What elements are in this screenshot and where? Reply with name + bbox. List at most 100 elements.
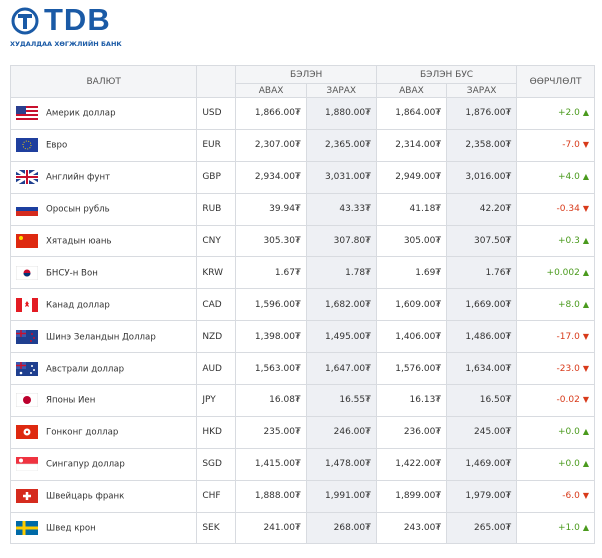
logo: TDB ХУДАЛДАА ХӨГЖЛИЙН БАНК	[10, 2, 122, 48]
change-arrow: ▼	[582, 331, 589, 341]
table-row: Шинэ Зеландын Доллар NZD 1,398.00₮ 1,495.00…	[9, 320, 595, 354]
currency-cell: Евро	[9, 128, 198, 162]
buy-rate: 235.00₮	[235, 415, 307, 449]
currency-code: CAD	[196, 288, 237, 322]
header-cash: БЭЛЭН	[235, 65, 377, 84]
change-arrow: ▲	[582, 267, 589, 277]
table-body: Америк доллар USD 1,866.00₮ 1,880.00₮ 1,864.…	[9, 97, 595, 545]
flag-icon	[16, 425, 38, 440]
header-buy: АВАХ	[235, 83, 307, 98]
flag-icon	[16, 489, 38, 504]
buy-rate: 1,864.00₮	[375, 97, 448, 130]
table-row: Японы Иен JPY 16.08₮ 16.55₮ 16.13₮ 16.50₮ -0.0…	[9, 384, 595, 417]
sell-rate: 1,495.00₮	[305, 320, 377, 354]
change-value: +0.0	[557, 427, 580, 438]
flag-icon	[16, 202, 38, 217]
sell-rate: 43.33₮	[305, 192, 377, 226]
table-row: Швейцарь франк CHF 1,888.00₮ 1,991.00₮ 1,899…	[9, 479, 595, 513]
change-cell: -7.0 ▼	[516, 128, 595, 162]
change-arrow: ▲	[582, 236, 589, 245]
currency-code: HKD	[196, 415, 237, 449]
currency-name: Евро	[46, 140, 68, 151]
buy-rate: 39.94₮	[235, 192, 307, 226]
flag-icon	[15, 265, 39, 281]
sell-rate: 2,358.00₮	[446, 128, 518, 162]
currency-name: Швейцарь франк	[46, 491, 125, 502]
table-row: Австрали доллар AUD 1,563.00₮ 1,647.00₮ 1,57…	[9, 352, 595, 386]
currency-name: Австрали доллар	[46, 364, 125, 375]
currency-cell: Хятадын юань	[9, 224, 198, 258]
sell-rate: 3,016.00₮	[446, 160, 518, 194]
currency-cell: Сингапур доллар	[9, 447, 198, 481]
buy-rate: 1.69₮	[375, 256, 448, 290]
currency-code: AUD	[196, 352, 237, 386]
table-row: БНСУ-н Вон KRW 1.67₮ 1.78₮ 1.69₮ 1.76₮ +0.002 ▲	[9, 256, 595, 290]
buy-rate: 2,934.00₮	[235, 160, 307, 194]
sell-rate: 3,031.00₮	[305, 160, 377, 194]
currency-cell: Английн фунт	[9, 160, 198, 194]
table-row: Гонконг доллар HKD 235.00₮ 246.00₮ 236.00₮ 24…	[9, 415, 595, 449]
header-sell: ЗАРАХ	[446, 83, 518, 98]
currency-cell: Оросын рубль	[9, 192, 198, 226]
change-value: -17.0	[556, 331, 580, 342]
sell-rate: 307.80₮	[305, 224, 377, 258]
sell-rate: 1,991.00₮	[305, 479, 377, 513]
table-row: Английн фунт GBP 2,934.00₮ 3,031.00₮ 2,949.0…	[9, 160, 595, 194]
flag-icon	[16, 329, 38, 344]
buy-rate: 1,888.00₮	[235, 479, 307, 513]
buy-rate: 1,415.00₮	[235, 447, 307, 481]
currency-cell: Шинэ Зеландын Доллар	[9, 320, 198, 354]
buy-rate: 1,596.00₮	[235, 288, 307, 322]
buy-rate: 305.30₮	[235, 224, 307, 258]
change-cell: +1.0 ▲	[516, 511, 595, 545]
change-cell: +0.0 ▲	[516, 447, 595, 481]
change-arrow: ▼	[582, 491, 589, 501]
flag-icon	[16, 521, 38, 536]
currency-cell: Канад доллар	[9, 288, 198, 322]
sell-rate: 265.00₮	[446, 511, 518, 545]
sell-rate: 1,979.00₮	[446, 479, 518, 513]
table-row: Евро EUR 2,307.00₮ 2,365.00₮ 2,314.00₮ 2,358.…	[9, 128, 595, 162]
buy-rate: 1,576.00₮	[375, 352, 448, 386]
buy-rate: 16.08₮	[235, 384, 307, 417]
logo-subtitle: ХУДАЛДАА ХӨГЖЛИЙН БАНК	[10, 40, 122, 48]
change-value: +0.0	[557, 459, 580, 470]
sell-rate: 246.00₮	[305, 415, 377, 449]
currency-code: KRW	[196, 256, 237, 290]
header-change: ӨӨРЧЛӨЛТ	[516, 65, 595, 98]
sell-rate: 307.50₮	[446, 224, 518, 258]
currency-cell: Швед крон	[9, 511, 198, 545]
change-arrow: ▼	[582, 204, 589, 214]
currency-name: Хятадын юань	[46, 236, 112, 247]
buy-rate: 305.00₮	[375, 224, 448, 258]
sell-rate: 16.50₮	[446, 384, 518, 417]
buy-rate: 1,422.00₮	[375, 447, 448, 481]
sell-rate: 268.00₮	[305, 511, 377, 545]
buy-rate: 236.00₮	[375, 415, 448, 449]
change-cell: +0.0 ▲	[516, 415, 595, 449]
sell-rate: 42.20₮	[446, 192, 518, 226]
header-currency: ВАЛЮТ	[9, 65, 198, 98]
change-cell: +2.0 ▲	[516, 97, 595, 130]
change-value: -0.02	[556, 395, 580, 406]
header-code	[196, 65, 237, 98]
currency-code: RUB	[196, 192, 237, 226]
sell-rate: 1.78₮	[305, 256, 377, 290]
currency-name: Канад доллар	[46, 300, 110, 311]
buy-rate: 1.67₮	[235, 256, 307, 290]
sell-rate: 1,478.00₮	[305, 447, 377, 481]
currency-name: Оросын рубль	[46, 204, 110, 215]
change-value: -7.0	[562, 140, 580, 151]
currency-cell: Гонконг доллар	[9, 415, 198, 449]
currency-name: Швед крон	[46, 523, 96, 534]
change-value: -6.0	[562, 491, 580, 502]
currency-cell: Америк доллар	[9, 97, 198, 130]
change-cell: +0.002 ▲	[516, 256, 595, 290]
logo-icon	[11, 7, 39, 35]
buy-rate: 1,398.00₮	[235, 320, 307, 354]
change-cell: +8.0 ▲	[516, 288, 595, 322]
table-row: Сингапур доллар SGD 1,415.00₮ 1,478.00₮ 1,42…	[9, 447, 595, 481]
buy-rate: 1,609.00₮	[375, 288, 448, 322]
currency-code: CNY	[196, 224, 237, 258]
